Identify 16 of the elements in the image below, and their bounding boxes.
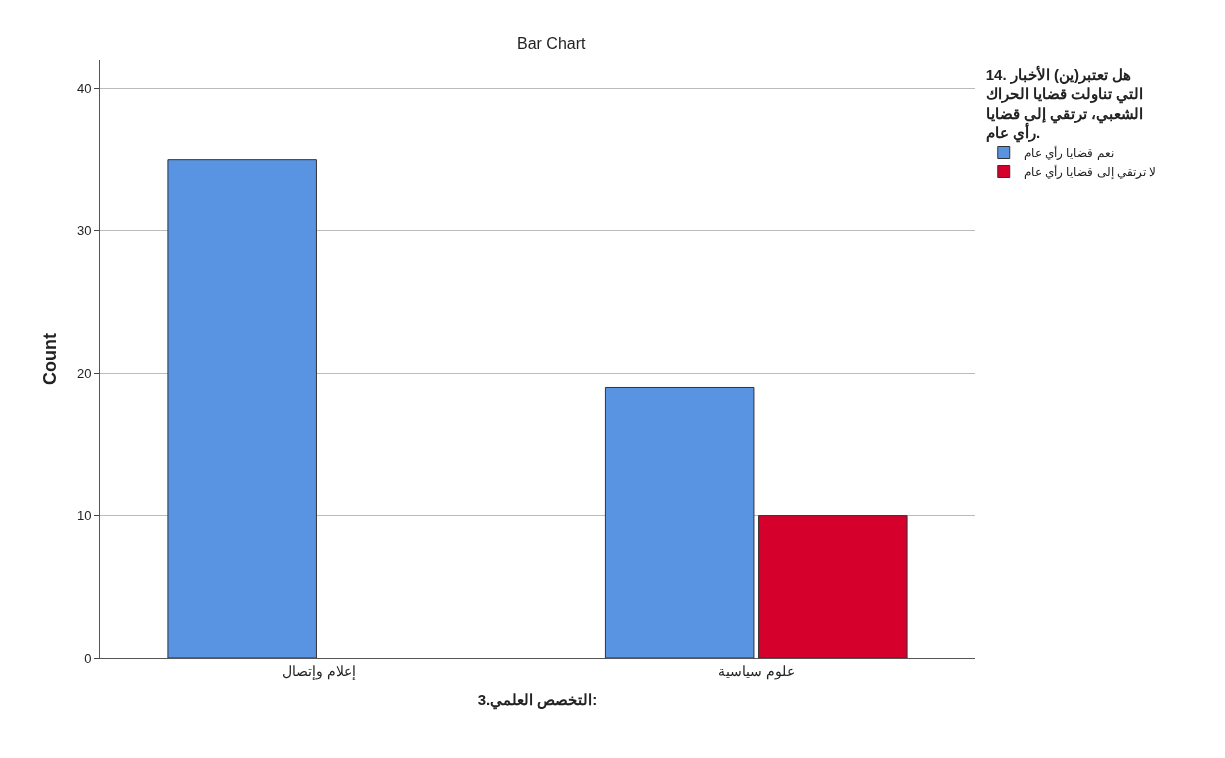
y-tick-label: 30 (76, 223, 92, 239)
x-axis-title: 3.التخصص العلمي: (477, 690, 598, 710)
chart-title: Bar Chart (517, 35, 587, 53)
y-tick-label: 20 (76, 365, 92, 381)
y-tick-label: 0 (84, 650, 92, 666)
legend-title: 14. هل تعتبر(ين) الأخبار التي تناولت قضايا الحراك الشعبي، ترتقي إلى قضايا رأي عام. (985, 64, 1144, 143)
y-axis-title: Count (40, 333, 61, 385)
bar (604, 386, 755, 658)
x-tick-label: إعلام وإتصال (281, 662, 356, 680)
y-tick-label: 40 (76, 81, 92, 97)
y-tick-label: 10 (76, 508, 92, 524)
x-tick-label: علوم سياسية (717, 662, 795, 680)
legend-label: لا ترتقي إلى قضايا رأي عام (1023, 164, 1157, 181)
bar (758, 515, 908, 658)
bar (167, 159, 317, 658)
legend-label: نعم قضايا رأي عام (1023, 145, 1114, 161)
